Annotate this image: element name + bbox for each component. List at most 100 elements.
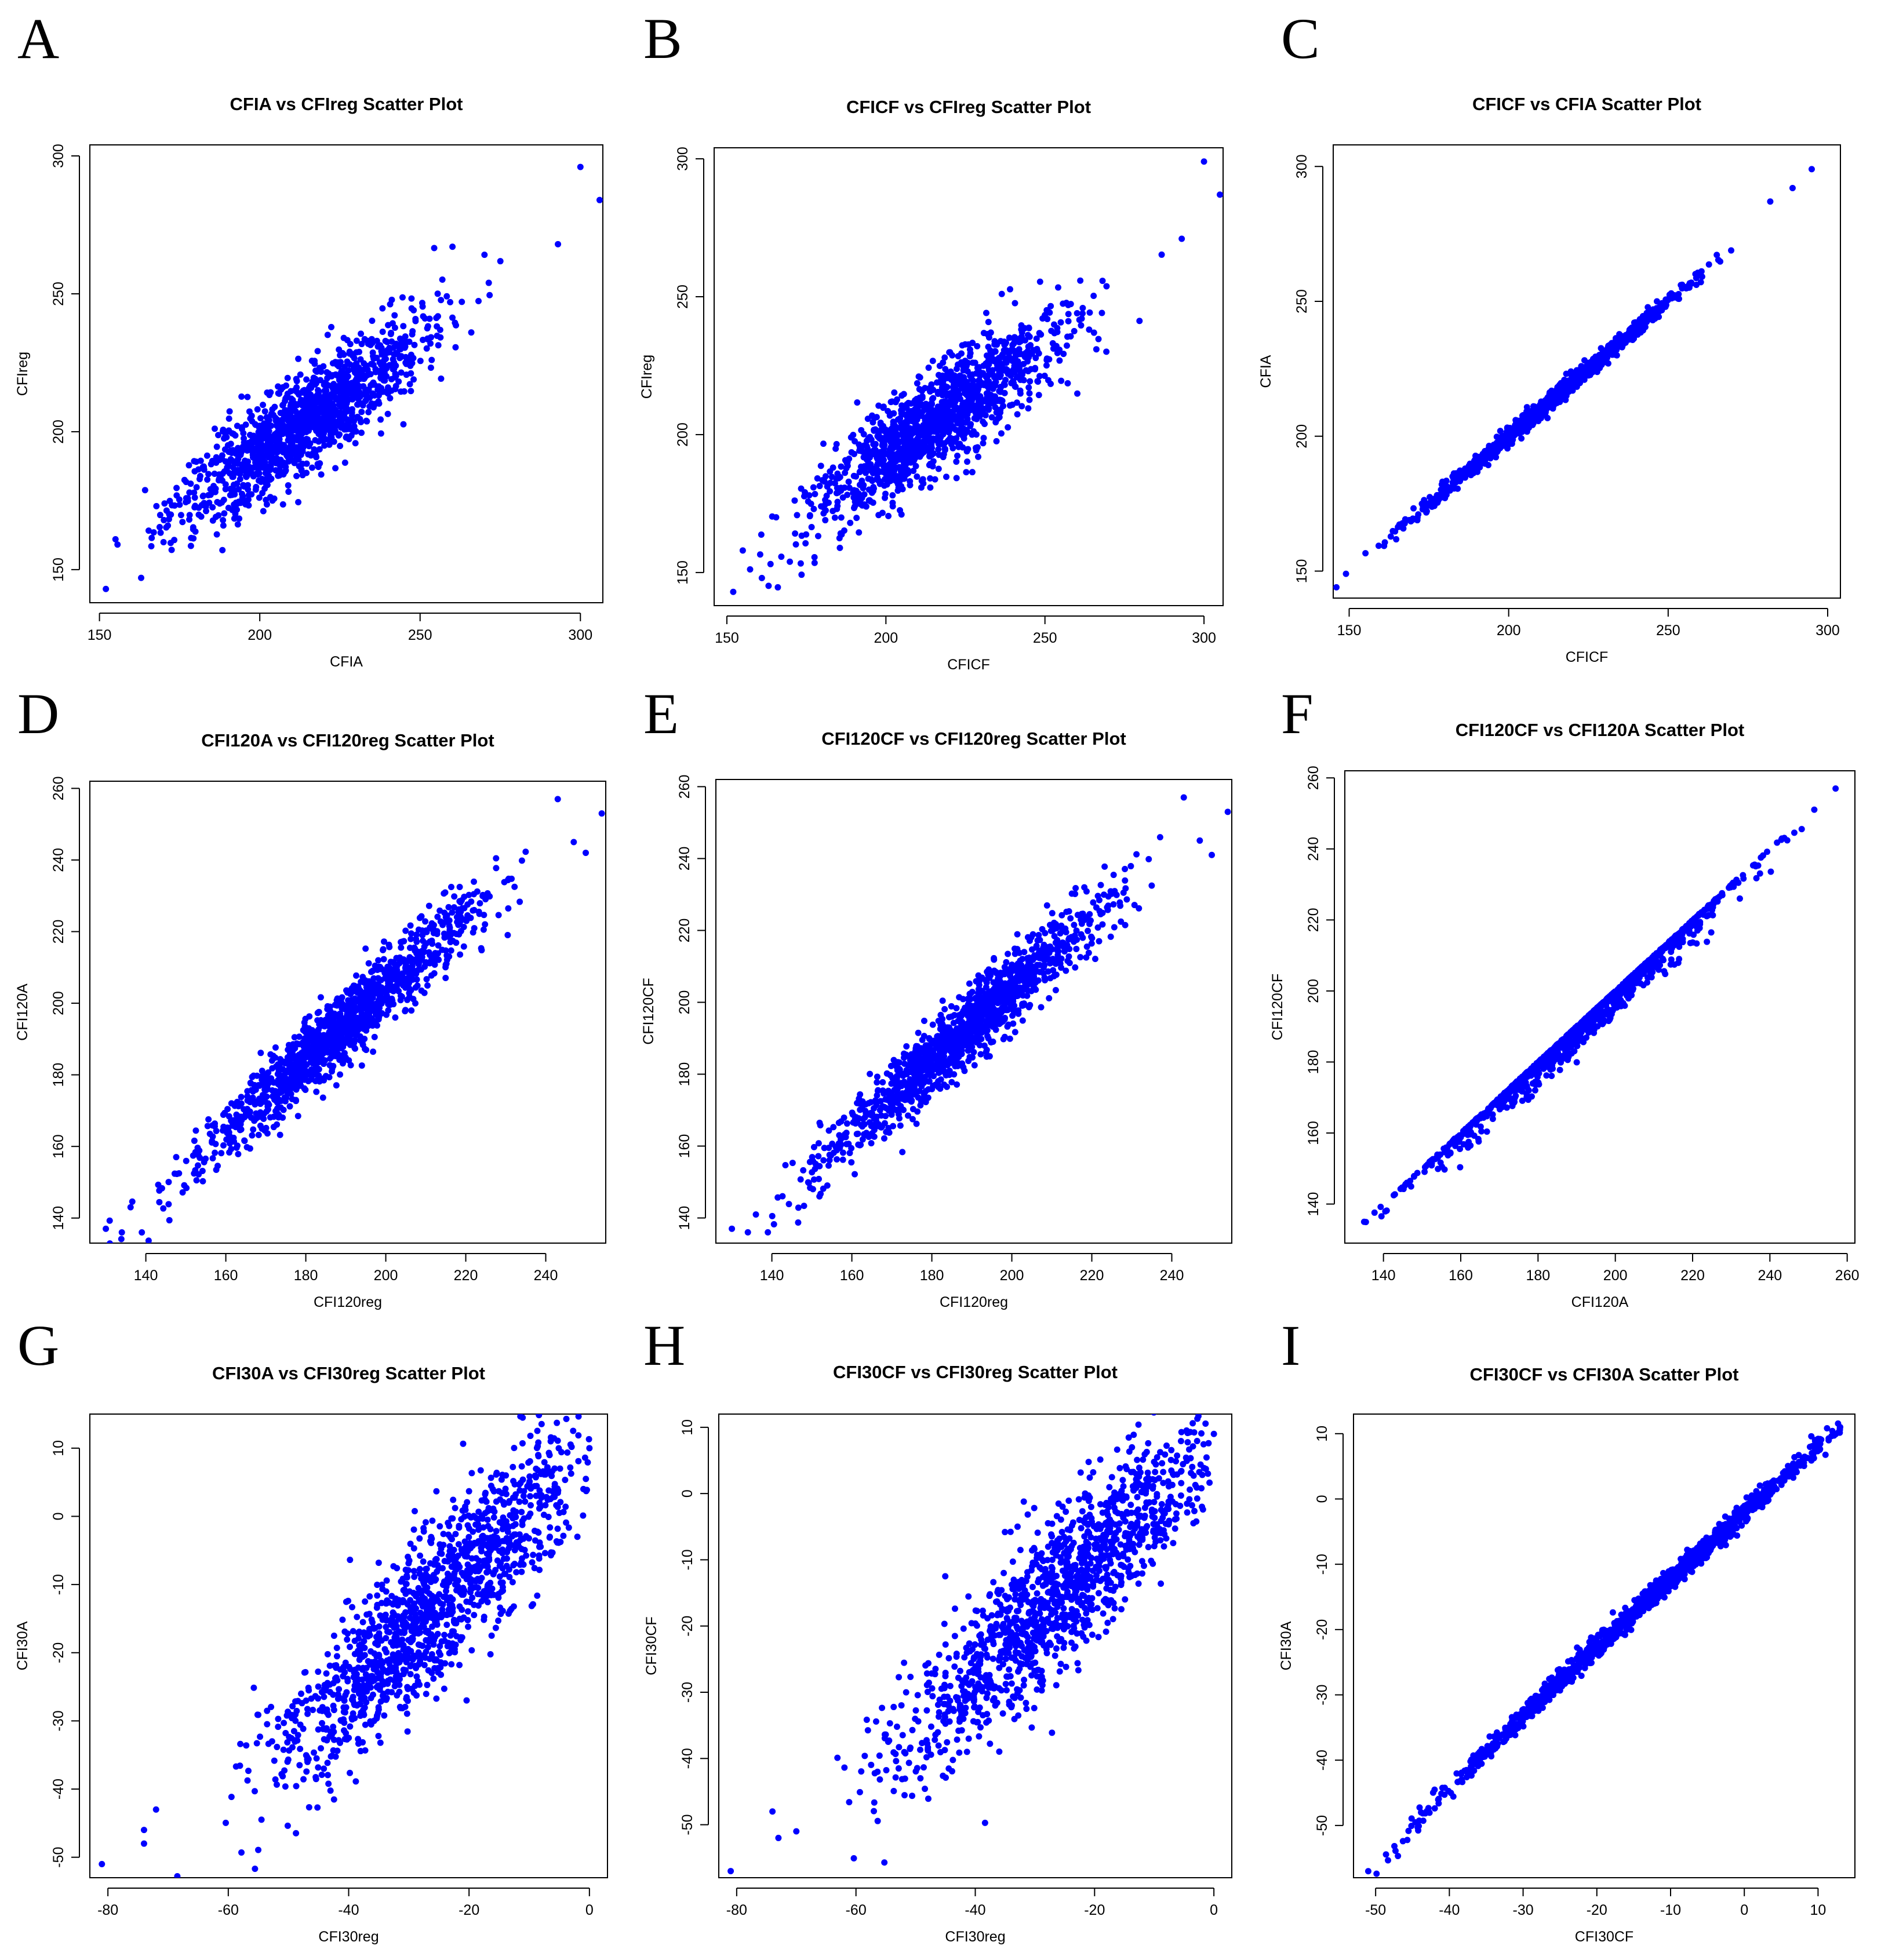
data-point (220, 516, 227, 523)
data-point (343, 434, 350, 441)
data-point (980, 330, 987, 337)
data-point (387, 395, 394, 402)
data-point (836, 544, 843, 551)
data-point (214, 498, 221, 505)
data-point (802, 540, 809, 547)
data-point (1467, 464, 1473, 471)
data-point (286, 432, 293, 439)
data-point (1616, 334, 1623, 341)
data-point (276, 1090, 283, 1096)
data-point (293, 384, 300, 391)
points-group-c (1333, 166, 1815, 591)
data-point (412, 318, 419, 325)
data-point (323, 381, 330, 388)
y-tick-label: 150 (50, 558, 67, 582)
plot-frame-b (714, 147, 1224, 606)
data-point (1034, 378, 1041, 385)
data-point (365, 409, 372, 416)
data-point (904, 453, 911, 460)
data-point (358, 330, 365, 337)
data-point (234, 422, 241, 429)
data-point (1044, 316, 1051, 323)
data-point (967, 384, 974, 391)
data-point (275, 417, 282, 424)
data-point (166, 1217, 173, 1224)
data-point (148, 542, 155, 549)
y-tick-label: 250 (50, 282, 67, 306)
data-point (392, 382, 399, 389)
data-point (361, 360, 368, 367)
data-point (1443, 491, 1450, 498)
data-point (386, 344, 393, 351)
data-point (1136, 318, 1143, 325)
data-point (1694, 269, 1701, 276)
data-point (306, 411, 313, 418)
data-point (427, 365, 434, 371)
data-point (275, 472, 282, 479)
data-point (268, 1057, 275, 1064)
data-point (322, 401, 329, 408)
data-point (1098, 309, 1105, 316)
data-point (375, 398, 382, 405)
data-point (307, 440, 314, 447)
data-point (230, 473, 237, 480)
data-point (250, 1126, 257, 1133)
data-point (943, 407, 949, 414)
data-point (156, 1198, 163, 1205)
data-point (801, 493, 807, 500)
data-point (1516, 424, 1523, 431)
data-point (822, 473, 829, 480)
data-point (1054, 325, 1061, 331)
data-point (387, 330, 394, 337)
data-point (927, 475, 934, 482)
data-point (1705, 261, 1712, 268)
data-point (1393, 536, 1400, 543)
data-point (252, 421, 259, 428)
data-point (285, 423, 292, 430)
data-point (944, 426, 951, 433)
data-point (245, 502, 252, 509)
data-point (980, 406, 987, 413)
data-point (922, 446, 929, 453)
data-point (213, 459, 220, 466)
data-point (1503, 433, 1510, 440)
data-point (842, 469, 849, 476)
y-tick-label: 220 (50, 920, 67, 944)
data-point (817, 462, 824, 469)
data-point (280, 471, 287, 478)
data-point (1362, 550, 1369, 557)
data-point (165, 1201, 172, 1208)
data-point (304, 398, 311, 405)
data-point (295, 456, 302, 463)
data-point (263, 501, 270, 508)
data-point (107, 1240, 113, 1243)
data-point (301, 416, 308, 423)
data-point (876, 435, 883, 442)
data-point (935, 371, 942, 378)
data-point (238, 393, 245, 400)
data-point (885, 407, 892, 414)
data-point (1606, 342, 1613, 349)
data-point (393, 955, 400, 961)
data-point (792, 541, 799, 548)
data-point (471, 925, 478, 932)
data-point (993, 438, 1000, 445)
data-point (213, 454, 220, 461)
data-point (933, 425, 940, 432)
data-point (1420, 503, 1427, 510)
data-point (353, 360, 360, 367)
data-point (220, 1123, 227, 1130)
data-point (905, 469, 912, 476)
data-point (792, 530, 799, 537)
data-point (1633, 321, 1640, 328)
data-point (950, 381, 957, 388)
data-point (980, 435, 987, 442)
data-point (238, 1100, 245, 1107)
data-point (268, 410, 275, 417)
data-point (1065, 301, 1072, 308)
data-point (259, 444, 266, 451)
data-point (254, 406, 261, 413)
data-point (290, 458, 297, 465)
data-point (1555, 387, 1562, 394)
